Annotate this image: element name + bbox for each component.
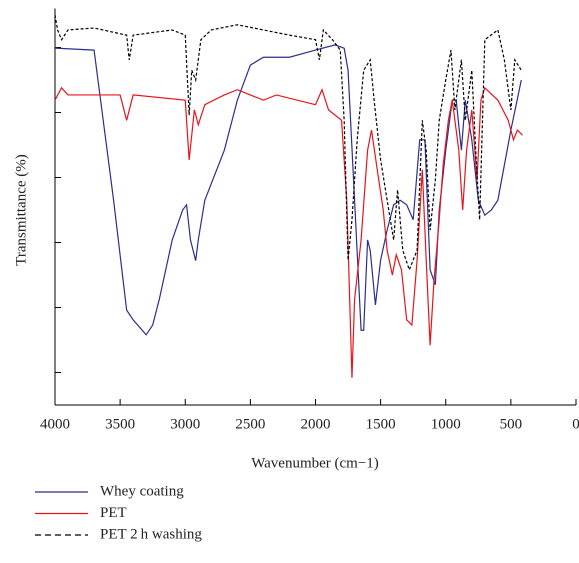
x-tick-label: 500 <box>500 416 523 432</box>
x-tick-label: 2000 <box>301 416 331 432</box>
x-tick-label: 3000 <box>170 416 200 432</box>
legend-label: PET 2 h washing <box>100 526 202 542</box>
x-tick-label: 4000 <box>40 416 70 432</box>
series-line <box>54 44 522 336</box>
series-line <box>54 86 524 378</box>
x-tick-label: 2500 <box>235 416 265 432</box>
x-axis-label: Wavenumber (cm−1) <box>251 455 379 471</box>
y-axis-label: Transmittance (%) <box>13 154 29 266</box>
x-tick-label: 1000 <box>431 416 461 432</box>
legend-label: Whey coating <box>100 483 184 499</box>
series-line <box>54 14 522 272</box>
x-tick-label: 1500 <box>366 416 396 432</box>
x-tick-label: 0 <box>572 416 579 432</box>
legend-label: PET <box>100 505 127 521</box>
x-tick-label: 3500 <box>105 416 135 432</box>
